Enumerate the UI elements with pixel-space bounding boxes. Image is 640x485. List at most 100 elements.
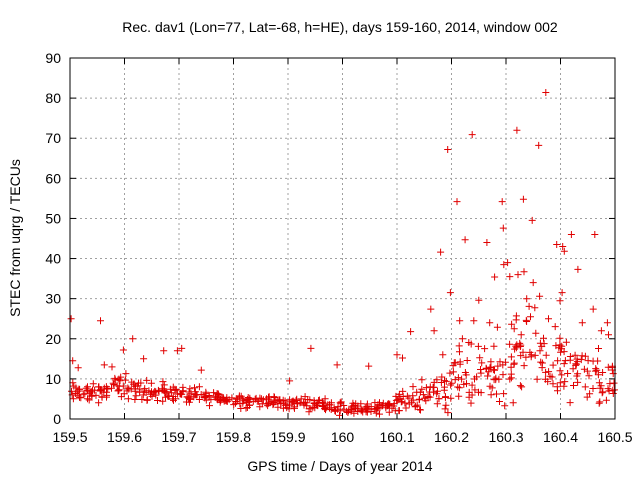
data-point <box>337 398 345 406</box>
data-point <box>407 328 415 336</box>
data-point <box>556 334 564 342</box>
data-point <box>439 351 447 359</box>
data-point <box>67 315 75 323</box>
data-point <box>506 273 514 281</box>
data-point <box>610 379 618 387</box>
data-point <box>487 358 495 366</box>
data-point <box>542 89 550 96</box>
data-point <box>69 395 77 403</box>
data-point <box>76 393 83 401</box>
data-point <box>549 380 557 388</box>
data-point <box>448 379 456 387</box>
data-point <box>124 384 132 392</box>
y-tick-label: 30 <box>45 291 61 307</box>
data-point <box>160 347 168 355</box>
data-point <box>566 399 574 407</box>
data-point <box>395 407 403 415</box>
data-point <box>462 371 470 379</box>
data-point <box>523 318 531 325</box>
data-point <box>442 377 450 385</box>
data-point <box>315 396 323 404</box>
data-point <box>556 341 564 349</box>
data-point <box>454 383 462 391</box>
data-point <box>484 372 492 380</box>
data-point <box>347 406 355 413</box>
data-point <box>517 331 525 339</box>
data-point <box>307 344 315 352</box>
y-tick-label: 20 <box>45 331 61 347</box>
data-point <box>195 383 203 391</box>
data-point <box>416 388 424 396</box>
data-point <box>574 370 582 378</box>
data-point <box>434 387 441 395</box>
data-point <box>513 126 521 134</box>
data-point <box>468 381 476 389</box>
data-point <box>540 334 547 342</box>
data-point <box>591 231 599 238</box>
data-point <box>288 398 296 406</box>
data-point <box>491 366 498 374</box>
data-point <box>557 348 565 356</box>
data-point <box>357 400 365 408</box>
data-point <box>417 406 424 414</box>
data-point <box>334 403 342 411</box>
data-point <box>475 296 483 304</box>
data-point <box>446 369 454 377</box>
data-point <box>409 396 417 404</box>
data-point <box>477 369 485 377</box>
y-tick-label: 0 <box>53 411 61 427</box>
data-point <box>72 390 80 397</box>
data-point <box>546 372 554 380</box>
data-point <box>330 404 338 412</box>
data-point <box>110 381 118 388</box>
data-point <box>442 401 450 409</box>
data-point <box>191 388 199 396</box>
data-point <box>528 216 536 224</box>
data-point <box>507 370 515 378</box>
data-point <box>447 394 455 402</box>
data-point <box>461 236 469 244</box>
data-point <box>361 404 369 412</box>
data-point <box>544 378 552 386</box>
data-point <box>498 198 506 206</box>
data-point <box>74 364 82 372</box>
data-point <box>363 408 371 416</box>
data-point <box>111 376 119 384</box>
y-tick-label: 10 <box>45 371 61 387</box>
x-tick-label: 160.1 <box>379 429 414 445</box>
data-point <box>124 395 132 403</box>
data-point <box>501 358 509 366</box>
data-point <box>585 372 593 380</box>
data-point <box>556 297 564 305</box>
data-point <box>525 302 533 310</box>
data-point <box>357 407 365 415</box>
data-point <box>223 394 231 402</box>
data-point <box>456 348 463 356</box>
data-point <box>239 395 247 403</box>
data-point <box>350 409 358 417</box>
data-point <box>159 378 167 386</box>
data-point <box>289 397 297 405</box>
data-point <box>536 292 544 300</box>
data-point <box>465 393 473 401</box>
data-point <box>520 362 528 370</box>
data-point <box>486 319 494 327</box>
data-point <box>531 304 539 312</box>
data-point <box>605 331 612 339</box>
data-point <box>212 393 220 401</box>
data-point <box>232 399 239 407</box>
data-point <box>456 358 464 366</box>
data-point <box>458 335 466 343</box>
data-point <box>292 397 300 404</box>
data-point <box>433 376 441 384</box>
data-point <box>104 385 112 393</box>
data-point <box>183 393 191 401</box>
data-point <box>405 394 413 402</box>
data-point <box>205 392 213 399</box>
data-point <box>536 339 544 347</box>
data-point <box>602 396 610 404</box>
data-point <box>467 399 475 407</box>
data-point <box>117 373 125 381</box>
data-point <box>435 395 443 403</box>
data-point <box>470 317 478 325</box>
